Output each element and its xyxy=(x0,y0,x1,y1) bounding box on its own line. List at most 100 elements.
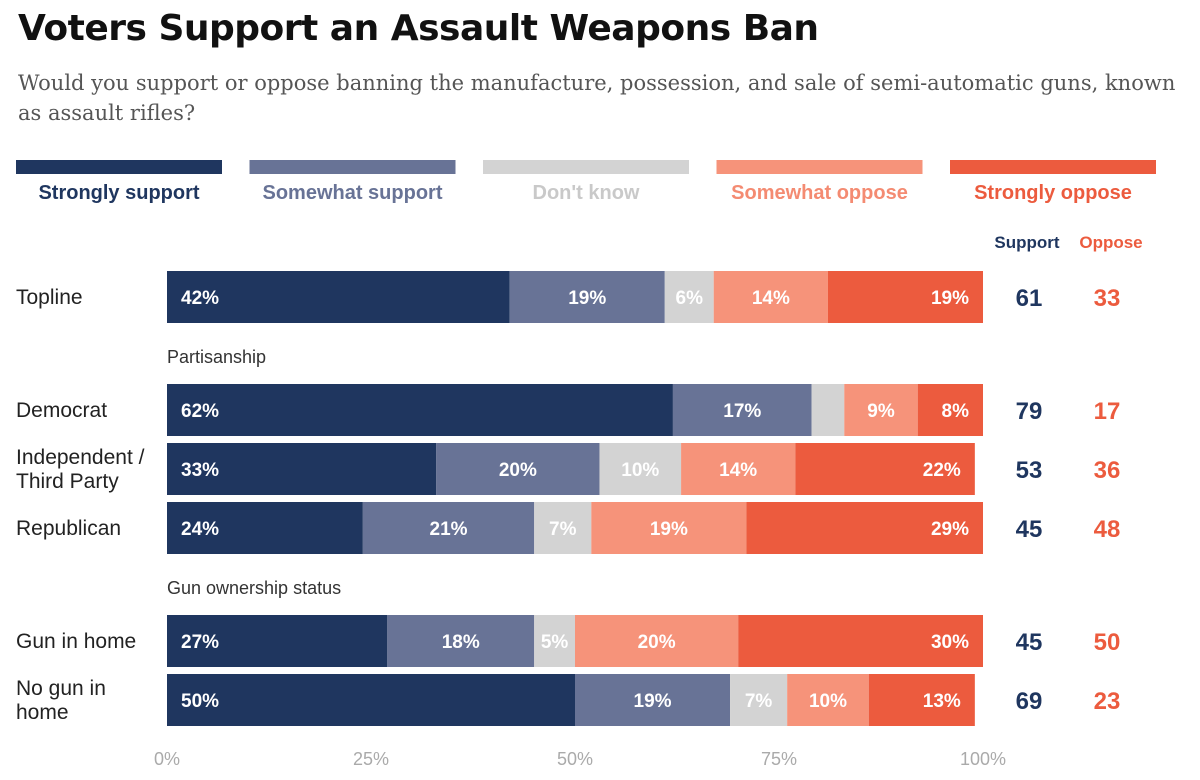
row-1-value-1: 42% xyxy=(181,288,219,309)
legend-label-1: Strongly support xyxy=(38,182,199,204)
row-6-value-5: 13% xyxy=(923,691,961,712)
row-4-value-1: 24% xyxy=(181,519,219,540)
legend-swatch-5 xyxy=(950,160,1156,174)
row-5-segment-4 xyxy=(575,615,739,667)
legend-swatch-1 xyxy=(16,160,222,174)
row-6-value-1: 50% xyxy=(181,691,219,712)
row-2-segment-2 xyxy=(672,384,812,436)
row-4-label: Republican xyxy=(16,517,121,540)
row-2-value-2: 17% xyxy=(723,401,761,422)
row-1-segment-3 xyxy=(664,271,714,323)
row-3-value-2: 20% xyxy=(499,460,537,481)
row-3-value-5: 22% xyxy=(923,460,961,481)
legend-swatch-2 xyxy=(249,160,456,174)
row-5-segment-5 xyxy=(738,615,983,667)
row-5-segment-2 xyxy=(387,615,535,667)
row-3-label-line-2: Third Party xyxy=(16,470,119,493)
x-tick-5: 100% xyxy=(960,749,1006,769)
row-1-oppose-total: 33 xyxy=(1094,285,1121,312)
row-1-segment-2 xyxy=(509,271,665,323)
row-2-support-total: 79 xyxy=(1016,398,1043,425)
row-6-segment-4 xyxy=(787,674,869,726)
row-3-segment-1 xyxy=(167,443,437,495)
row-5-support-total: 45 xyxy=(1016,629,1043,656)
row-5-value-4: 20% xyxy=(638,632,676,653)
row-3-segment-5 xyxy=(795,443,975,495)
row-2-oppose-total: 17 xyxy=(1094,398,1121,425)
row-2-segment-1 xyxy=(167,384,673,436)
row-3-segment-2 xyxy=(436,443,600,495)
x-tick-2: 25% xyxy=(353,749,389,769)
row-6-value-3: 7% xyxy=(745,691,773,712)
row-3-segment-4 xyxy=(681,443,796,495)
row-2-value-4: 9% xyxy=(867,401,895,422)
row-4-value-2: 21% xyxy=(430,519,468,540)
group-label-2: Partisanship xyxy=(167,347,266,367)
row-2-segment-5 xyxy=(917,384,983,436)
x-tick-1: 0% xyxy=(154,749,180,769)
row-5-value-3: 5% xyxy=(541,632,569,653)
row-2-value-1: 62% xyxy=(181,401,219,422)
row-3-value-1: 33% xyxy=(181,460,219,481)
row-6-segment-5 xyxy=(868,674,975,726)
row-1-segment-4 xyxy=(713,271,828,323)
legend-swatch-4 xyxy=(716,160,923,174)
row-5-value-1: 27% xyxy=(181,632,219,653)
row-3-segment-3 xyxy=(599,443,682,495)
row-6-value-4: 10% xyxy=(809,691,847,712)
row-1-value-5: 19% xyxy=(931,288,969,309)
row-6-segment-2 xyxy=(575,674,731,726)
chart-title: Voters Support an Assault Weapons Ban xyxy=(18,8,819,49)
legend-label-5: Strongly oppose xyxy=(974,182,1132,204)
row-6-segment-1 xyxy=(167,674,575,726)
row-6-label-line-2: home xyxy=(16,701,69,724)
legend-swatch-3 xyxy=(483,160,689,174)
row-1-value-3: 6% xyxy=(676,288,704,309)
row-4-value-5: 29% xyxy=(931,519,969,540)
row-4-value-3: 7% xyxy=(549,519,577,540)
row-6-segment-3 xyxy=(730,674,788,726)
row-5-segment-3 xyxy=(534,615,575,667)
legend-label-2: Somewhat support xyxy=(262,182,442,204)
row-1-value-4: 14% xyxy=(752,288,790,309)
row-1-segment-5 xyxy=(827,271,983,323)
row-1-label: Topline xyxy=(16,286,83,309)
row-2-value-5: 8% xyxy=(942,401,970,422)
row-6-support-total: 69 xyxy=(1016,688,1043,715)
x-tick-3: 50% xyxy=(557,749,593,769)
row-3-value-4: 14% xyxy=(719,460,757,481)
row-3-value-3: 10% xyxy=(621,460,659,481)
row-5-segment-1 xyxy=(167,615,388,667)
row-4-segment-3 xyxy=(534,502,592,554)
row-3-support-total: 53 xyxy=(1016,457,1043,484)
row-5-value-2: 18% xyxy=(442,632,480,653)
row-4-segment-1 xyxy=(167,502,363,554)
support-column-header: Support xyxy=(994,233,1059,252)
group-label-3: Gun ownership status xyxy=(167,578,341,598)
row-1-segment-1 xyxy=(167,271,510,323)
row-4-segment-4 xyxy=(591,502,747,554)
row-5-oppose-total: 50 xyxy=(1094,629,1121,656)
row-6-label-line-1: No gun in xyxy=(16,677,106,700)
row-3-oppose-total: 36 xyxy=(1094,457,1121,484)
legend-label-4: Somewhat oppose xyxy=(731,182,908,204)
legend-label-3: Don't know xyxy=(533,182,640,204)
row-4-support-total: 45 xyxy=(1016,516,1043,543)
row-2-label: Democrat xyxy=(16,399,107,422)
oppose-column-header: Oppose xyxy=(1079,233,1142,252)
row-2-segment-4 xyxy=(844,384,918,436)
row-6-value-2: 19% xyxy=(634,691,672,712)
row-4-value-4: 19% xyxy=(650,519,688,540)
row-3-label-line-1: Independent / xyxy=(16,446,145,469)
row-4-segment-2 xyxy=(362,502,535,554)
row-5-value-5: 30% xyxy=(931,632,969,653)
row-5-label: Gun in home xyxy=(16,630,136,653)
row-1-value-2: 19% xyxy=(568,288,606,309)
row-6-oppose-total: 23 xyxy=(1094,688,1121,715)
row-2-segment-3 xyxy=(811,384,845,436)
row-4-oppose-total: 48 xyxy=(1094,516,1121,543)
chart-subtitle: Would you support or oppose banning the … xyxy=(18,71,1176,125)
x-tick-4: 75% xyxy=(761,749,797,769)
row-1-support-total: 61 xyxy=(1016,285,1043,312)
